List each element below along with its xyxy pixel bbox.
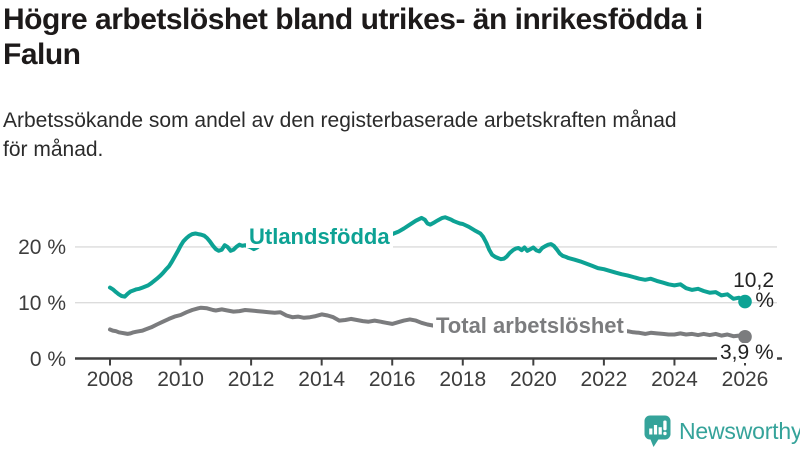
x-tick-label: 2014 [298,368,346,391]
x-tick-label: 2022 [580,368,628,391]
x-tick-label: 2008 [86,368,134,391]
end-value-label-total: 3,9 % [717,342,777,363]
page-subtitle: Arbetssökande som andel av den registerb… [3,109,677,161]
series-line-utlandsfodda [108,215,747,304]
newsworthy-logo-icon [644,415,671,447]
y-tick-label: 20 % [18,235,66,259]
page-title: Högre arbetslöshet bland utrikes- än inr… [3,3,703,71]
x-tick-label: 2026 [721,368,769,391]
x-tick-label: 2012 [227,368,275,391]
y-tick-label: 10 % [18,291,66,315]
y-tick-label: 0 % [29,347,66,371]
x-tick-label: 2020 [509,368,557,391]
series-label-total-arbetsloshet: Total arbetslöshet [433,315,627,337]
x-tick-label: 2010 [157,368,204,391]
end-value-label-utlandsfodda: 10,2 % [733,269,774,312]
series-label-utlandsfodda: Utlandsfödda [246,226,393,248]
end-dot-utlandsfodda [738,294,752,309]
end-dot-total [738,329,752,344]
series-line-total [108,305,747,339]
newsworthy-logo: Newsworthy [644,415,800,448]
x-tick-label: 2018 [439,368,487,391]
x-tick-label: 2016 [368,368,416,391]
newsworthy-logo-text: Newsworthy [679,418,800,444]
x-tick-label: 2024 [651,368,698,391]
